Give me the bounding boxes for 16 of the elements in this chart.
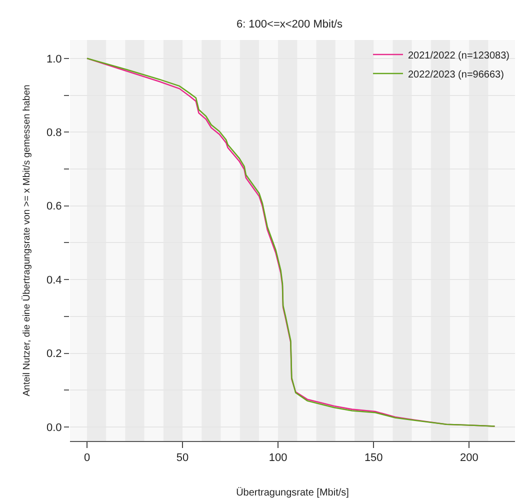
x-tick-label: 0	[84, 452, 90, 464]
y-axis-title: Anteil Nutzer, die eine Übertragungsrate von >= x Mbit/s gemessen haben	[22, 84, 33, 396]
y-tick-label: 0.0	[46, 422, 62, 434]
x-tick-label: 150	[364, 452, 383, 464]
y-tick-label: 0.4	[46, 274, 62, 286]
chart-title: 6: 100<=x<200 Mbit/s	[236, 18, 344, 31]
y-tick-label: 1.0	[46, 53, 62, 66]
x-tick-label: 100	[268, 452, 288, 464]
x-axis-title: Übertragungsrate [Mbit/s]	[236, 486, 350, 499]
x-tick-label: 50	[176, 452, 189, 464]
y-tick-label: 0.6	[46, 200, 62, 213]
legend-label: 2022/2023 (n=96663)	[408, 69, 504, 80]
x-tick-label: 200	[460, 452, 478, 464]
y-tick-label: 0.2	[46, 348, 62, 360]
legend-label: 2021/2022 (n=123083)	[408, 50, 510, 62]
y-tick-label: 0.8	[46, 126, 62, 139]
